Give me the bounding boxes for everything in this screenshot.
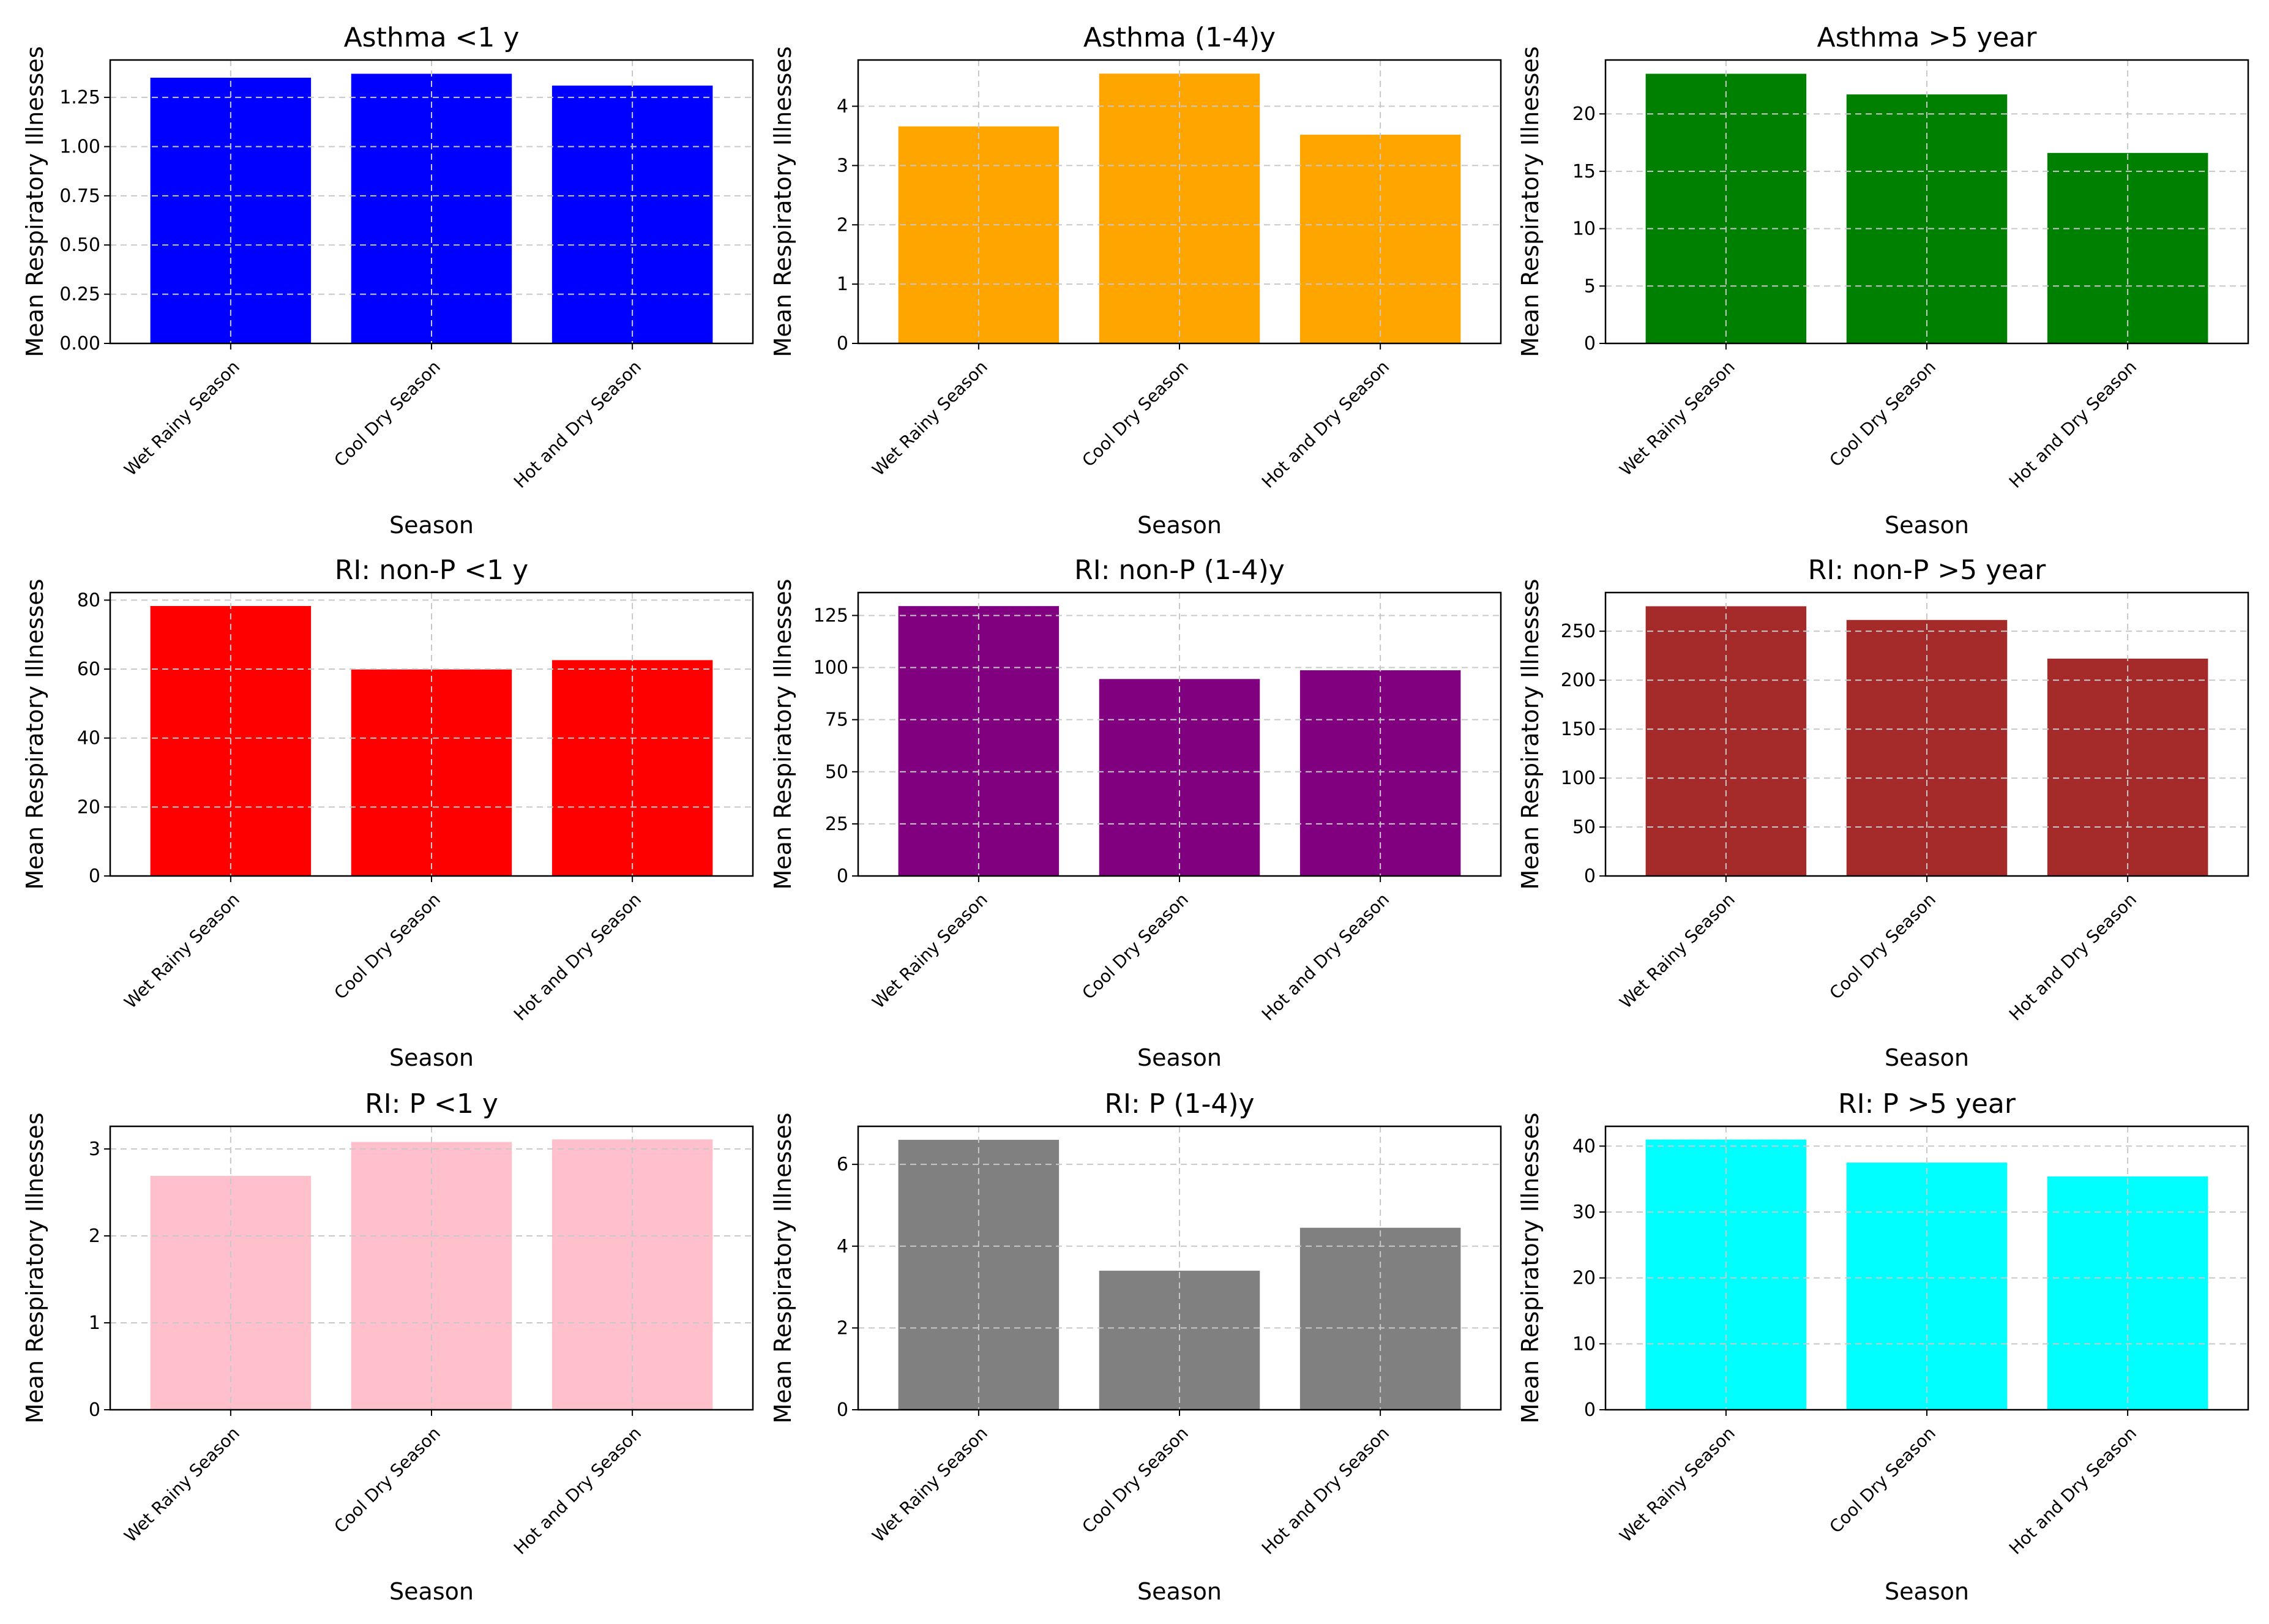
axes-frame xyxy=(1604,591,2249,877)
y-tick-label: 75 xyxy=(825,709,848,731)
y-tick-label: 100 xyxy=(813,657,848,679)
y-tick-label: 2 xyxy=(837,1317,848,1339)
y-tick-label: 80 xyxy=(77,589,100,611)
panel-title: Asthma (1-4)y xyxy=(1083,22,1276,53)
panel-title: RI: non-P (1-4)y xyxy=(1074,555,1285,586)
y-tick-label: 3 xyxy=(89,1139,100,1160)
y-tick-label: 200 xyxy=(1561,670,1596,691)
x-axis-label: Season xyxy=(1885,1044,1969,1071)
axes-frame xyxy=(1604,59,2249,345)
bar-hot-and-dry-season xyxy=(551,660,713,876)
panel-title: Asthma >5 year xyxy=(1817,22,2038,53)
y-tick-label: 0.75 xyxy=(59,185,100,207)
y-axis-label: Mean Respiratory Illnesses xyxy=(21,47,48,357)
y-tick-label: 250 xyxy=(1561,621,1596,642)
axes-frame xyxy=(1604,1125,2249,1411)
y-tick-label: 5 xyxy=(1584,275,1596,297)
axes-frame xyxy=(857,59,1502,345)
y-axis-label: Mean Respiratory Illnesses xyxy=(1517,579,1544,890)
axes-frame xyxy=(109,591,754,877)
y-tick-label: 40 xyxy=(77,728,100,749)
x-axis-label: Season xyxy=(1885,1578,1969,1605)
y-axis-label: Mean Respiratory Illnesses xyxy=(21,1113,48,1424)
y-tick-label: 20 xyxy=(77,796,100,818)
x-axis-label: Season xyxy=(389,1578,474,1605)
y-tick-label: 100 xyxy=(1561,768,1596,789)
y-axis-label: Mean Respiratory Illnesses xyxy=(1517,1113,1544,1424)
y-tick-label: 2 xyxy=(837,214,848,236)
y-tick-label: 20 xyxy=(1572,1268,1596,1289)
y-tick-label: 0 xyxy=(837,866,848,887)
panel-title: RI: non-P <1 y xyxy=(335,555,528,586)
y-tick-label: 15 xyxy=(1572,161,1596,182)
y-tick-label: 0 xyxy=(1584,1399,1596,1421)
axes-frame xyxy=(109,1125,754,1411)
y-axis-label: Mean Respiratory Illnesses xyxy=(1517,47,1544,357)
y-tick-label: 0.50 xyxy=(59,234,100,256)
y-tick-label: 50 xyxy=(825,761,848,783)
axes-frame xyxy=(109,59,754,345)
y-tick-label: 125 xyxy=(813,605,848,626)
x-axis-label: Season xyxy=(1885,512,1969,539)
x-axis-label: Season xyxy=(1137,512,1222,539)
y-axis-label: Mean Respiratory Illnesses xyxy=(769,579,796,890)
panel-title: RI: non-P >5 year xyxy=(1808,555,2046,586)
y-tick-label: 0 xyxy=(1584,333,1596,354)
y-tick-label: 1.00 xyxy=(59,136,100,157)
y-axis-label: Mean Respiratory Illnesses xyxy=(769,1113,796,1424)
x-axis-label: Season xyxy=(1137,1044,1222,1071)
y-tick-label: 30 xyxy=(1572,1202,1596,1223)
y-axis-label: Mean Respiratory Illnesses xyxy=(769,47,796,357)
y-tick-label: 0.00 xyxy=(59,333,100,354)
panel-title: Asthma <1 y xyxy=(344,22,520,53)
x-axis-label: Season xyxy=(389,512,474,539)
x-axis-label: Season xyxy=(389,1044,474,1071)
y-tick-label: 150 xyxy=(1561,719,1596,740)
panel-title: RI: P <1 y xyxy=(365,1088,498,1120)
y-tick-label: 1 xyxy=(89,1312,100,1334)
y-tick-label: 2 xyxy=(89,1225,100,1247)
y-tick-label: 25 xyxy=(825,814,848,835)
axes-frame xyxy=(857,1125,1502,1411)
y-tick-label: 20 xyxy=(1572,103,1596,125)
y-tick-label: 40 xyxy=(1572,1136,1596,1157)
axes-frame xyxy=(857,591,1502,877)
y-tick-label: 0 xyxy=(89,1399,100,1421)
y-tick-label: 0 xyxy=(1584,866,1596,887)
x-axis-label: Season xyxy=(1137,1578,1222,1605)
y-tick-label: 0.25 xyxy=(59,284,100,305)
y-tick-label: 4 xyxy=(837,96,848,118)
bar-wet-rainy-season xyxy=(898,126,1060,343)
y-tick-label: 1 xyxy=(837,274,848,295)
y-tick-label: 10 xyxy=(1572,1333,1596,1355)
y-tick-label: 0 xyxy=(89,866,100,887)
panel-title: RI: P >5 year xyxy=(1838,1088,2016,1120)
y-tick-label: 4 xyxy=(837,1236,848,1257)
y-tick-label: 6 xyxy=(837,1154,848,1175)
y-tick-label: 0 xyxy=(837,1399,848,1421)
y-tick-label: 0 xyxy=(837,333,848,354)
bar-hot-and-dry-season xyxy=(2047,658,2208,876)
y-tick-label: 10 xyxy=(1572,219,1596,240)
panel-title: RI: P (1-4)y xyxy=(1104,1088,1254,1120)
y-tick-label: 3 xyxy=(837,155,848,176)
y-tick-label: 50 xyxy=(1572,817,1596,838)
y-tick-label: 60 xyxy=(77,659,100,680)
y-axis-label: Mean Respiratory Illnesses xyxy=(21,579,48,890)
y-tick-label: 1.25 xyxy=(59,87,100,108)
